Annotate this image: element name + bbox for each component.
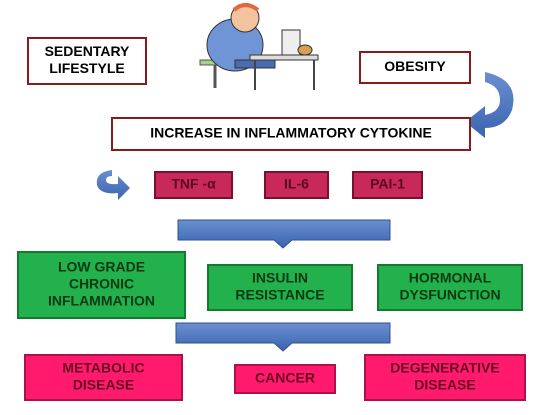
sedentary-lifestyle-box	[27, 37, 147, 85]
node-label: DYSFUNCTION	[399, 287, 500, 303]
effect-box	[17, 251, 186, 319]
cytokine-item	[154, 171, 233, 199]
down-arrow-bar	[175, 322, 391, 352]
node-label: TNF -α	[171, 176, 216, 192]
node-label: LIFESTYLE	[49, 60, 124, 76]
disease-box	[364, 354, 526, 401]
curved-arrow	[465, 72, 514, 138]
node-label: RESISTANCE	[235, 287, 324, 303]
node-label: LOW GRADE	[58, 259, 145, 275]
cytokine-item	[264, 171, 329, 199]
illustration	[199, 3, 319, 90]
node-label: DEGENERATIVE	[390, 360, 499, 376]
node-label: CHRONIC	[69, 276, 134, 292]
cytokine-box	[111, 117, 471, 151]
obesity-box	[359, 51, 471, 84]
node-label: OBESITY	[384, 58, 446, 74]
node-label: DISEASE	[414, 377, 475, 393]
disease-box	[234, 364, 336, 394]
node-label: INSULIN	[252, 270, 308, 286]
disease-box	[24, 354, 183, 401]
cytokine-item	[352, 171, 423, 199]
curved-arrow	[96, 170, 130, 200]
node-label: INCREASE IN INFLAMMATORY CYTOKINE	[150, 125, 432, 141]
node-label: IL-6	[284, 176, 309, 192]
node-label: SEDENTARY	[45, 43, 130, 59]
effect-box	[207, 264, 353, 311]
node-label: METABOLIC	[62, 360, 144, 376]
node-label: CANCER	[255, 370, 315, 386]
node-label: INFLAMMATION	[48, 293, 155, 309]
node-label: DISEASE	[73, 377, 134, 393]
effect-box	[377, 264, 523, 311]
node-label: PAI-1	[370, 176, 405, 192]
down-arrow-bar	[177, 219, 391, 249]
node-label: HORMONAL	[409, 270, 492, 286]
